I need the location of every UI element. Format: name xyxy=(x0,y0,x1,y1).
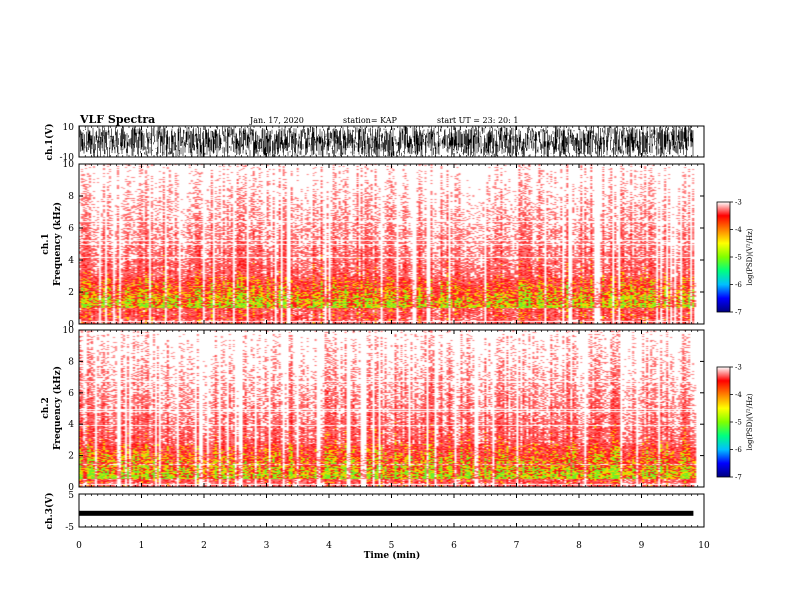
xtick-label-9: 9 xyxy=(639,541,645,551)
ch1-spectrogram-ytick-2: 2 xyxy=(68,288,74,298)
ch3-waveform-ylabel: ch.3(V) xyxy=(44,493,55,530)
xtick-label-0: 0 xyxy=(76,541,82,551)
ch3-ytick-bottom: -5 xyxy=(65,523,74,533)
ch1-spectrogram-ytick-6: 6 xyxy=(68,224,74,234)
ch1-spectrogram-ytick-10: 10 xyxy=(63,160,75,170)
xtick-label-2: 2 xyxy=(201,541,207,551)
ch3-waveform-panel: 5 -5 ch.3(V) xyxy=(44,491,705,533)
ch1-colorbar-tick--5: -5 xyxy=(735,254,742,262)
xtick-label-1: 1 xyxy=(139,541,145,551)
ch2-spectrogram-ytick-4: 4 xyxy=(68,420,74,430)
start-time-label: start UT = 23: 20: 1 xyxy=(437,116,518,125)
ch1-spectrogram-ytick-4: 4 xyxy=(68,256,74,266)
xtick-label-10: 10 xyxy=(698,541,710,551)
time-axis-label: Time (min) xyxy=(364,550,421,561)
ch1-colorbar-label: log(PSD)(V²/Hz) xyxy=(746,228,754,285)
ch2-spectrogram-panel: 0 2 4 6 8 10 ch.2 Frequency (kHz) xyxy=(41,326,705,493)
ch2-spectrogram-channel-label: ch.2 xyxy=(41,397,51,418)
ch1-colorbar-tick--7: -7 xyxy=(735,309,742,317)
ch2-spectrogram-image xyxy=(79,330,704,487)
ch2-spectrogram-ytick-8: 8 xyxy=(68,357,74,367)
xtick-label-5: 5 xyxy=(389,541,395,551)
ch2-colorbar-tick--5: -5 xyxy=(735,419,742,427)
ch2-colorbar-label: log(PSD)(V²/Hz) xyxy=(746,393,754,450)
date-label: Jan. 17, 2020 xyxy=(249,116,304,125)
ch2-spectrogram-ytick-0: 0 xyxy=(68,483,74,493)
xtick-label-8: 8 xyxy=(576,541,582,551)
ch1-waveform-panel: 10 -10 ch.1(V) xyxy=(44,123,705,163)
ch1-colorbar-tick--6: -6 xyxy=(735,281,742,289)
figure-title: VLF Spectra xyxy=(79,113,155,126)
ch1-colorbar-gradient xyxy=(716,201,731,313)
ch3-ytick-top: 5 xyxy=(68,491,74,501)
ch2-colorbar-tick--3: -3 xyxy=(735,364,742,372)
ch2-spectrogram-yticks: 0 2 4 6 8 10 xyxy=(63,326,704,493)
ch2-colorbar-tick--4: -4 xyxy=(735,391,742,399)
ch2-colorbar: -3 -4 -5 -6 -7 log(PSD)(V²/Hz) xyxy=(716,364,754,482)
ch1-spectrogram-ylabel: Frequency (kHz) xyxy=(52,202,63,286)
ch1-spectrogram-ytick-8: 8 xyxy=(68,192,74,202)
ch2-spectrogram-ylabel: Frequency (kHz) xyxy=(52,366,63,450)
ch1-ytick-bottom: -10 xyxy=(60,153,75,163)
ch1-spectrogram-image xyxy=(79,164,704,324)
ch2-colorbar-gradient xyxy=(716,366,731,478)
ch2-colorbar-tick--7: -7 xyxy=(735,474,742,482)
ch1-colorbar-tick--4: -4 xyxy=(735,226,742,234)
xtick-label-3: 3 xyxy=(264,541,270,551)
ch1-waveform-ylabel: ch.1(V) xyxy=(44,124,55,161)
ch2-spectrogram-ytick-6: 6 xyxy=(68,389,74,399)
ch1-ytick-top: 10 xyxy=(63,123,75,133)
ch1-spectrogram-panel: 0 2 4 6 8 10 ch.1 Frequency (kHz) xyxy=(41,160,705,330)
xtick-label-6: 6 xyxy=(451,541,457,551)
ch1-spectrogram-ytick-0: 0 xyxy=(68,320,74,330)
xtick-label-7: 7 xyxy=(514,541,520,551)
station-label: station= KAP xyxy=(343,116,398,125)
ch3-waveform-trace xyxy=(79,510,694,516)
time-axis: 0 1 2 3 4 5 6 7 8 9 10 xyxy=(76,126,710,551)
ch2-spectrogram-ytick-10: 10 xyxy=(63,326,75,336)
ch1-colorbar-tick--3: -3 xyxy=(735,199,742,207)
xtick-label-4: 4 xyxy=(326,541,332,551)
ch1-spectrogram-channel-label: ch.1 xyxy=(41,233,51,254)
ch1-spectrogram-yticks: 0 2 4 6 8 10 xyxy=(63,160,704,330)
ch1-colorbar: -3 -4 -5 -6 -7 log(PSD)(V²/Hz) xyxy=(716,199,754,317)
ch2-spectrogram-ytick-2: 2 xyxy=(68,452,74,462)
ch2-colorbar-tick--6: -6 xyxy=(735,446,742,454)
